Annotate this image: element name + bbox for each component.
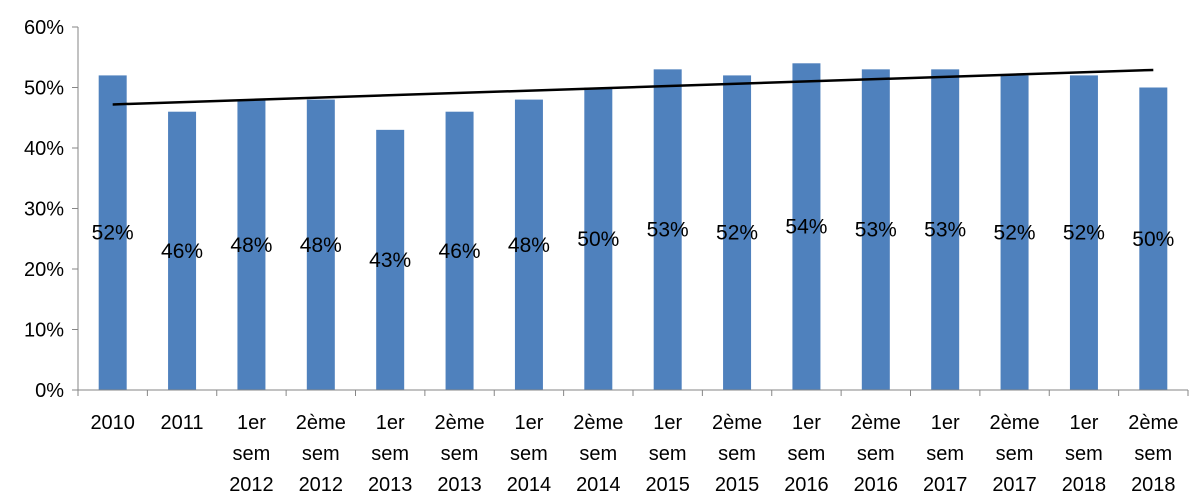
x-tick-label: 2ème sem 2014 <box>573 412 623 496</box>
x-tick-label: 1er sem 2012 <box>229 412 274 496</box>
x-tick-label: 1er sem 2016 <box>784 412 829 496</box>
x-tick-label: 1er sem 2018 <box>1062 412 1107 496</box>
data-label: 54% <box>785 216 827 239</box>
x-tick-label: 2ème sem 2016 <box>851 412 901 496</box>
bar <box>445 111 474 390</box>
x-tick-label: 1er sem 2013 <box>368 412 413 496</box>
bar <box>237 99 266 390</box>
y-tick-label: 10% <box>24 320 64 342</box>
bar <box>723 75 752 391</box>
y-axis: 0% 10% 20% 30% 40% 50% 60% <box>24 17 79 402</box>
x-tick-label: 2011 <box>161 412 204 434</box>
x-tick-label: 1er sem 2014 <box>507 412 552 496</box>
y-tick-label: 20% <box>24 259 64 281</box>
x-tick-label: 2ème sem 2012 <box>296 412 346 496</box>
data-label: 52% <box>92 222 134 245</box>
x-tick-label: 2ème sem 2013 <box>435 412 485 496</box>
data-label: 46% <box>439 240 481 263</box>
y-tick-label: 0% <box>35 380 64 402</box>
y-tick-label: 30% <box>24 199 64 221</box>
y-tick-label: 40% <box>24 138 64 160</box>
data-label: 50% <box>1132 228 1174 251</box>
bar <box>861 69 890 390</box>
bar <box>584 87 613 390</box>
y-tick-label: 60% <box>24 17 64 39</box>
x-tick-label: 1er sem 2015 <box>645 412 690 496</box>
bar <box>306 99 335 390</box>
bar <box>792 63 821 391</box>
data-label: 53% <box>924 219 966 242</box>
data-label: 52% <box>994 222 1036 245</box>
data-label: 46% <box>161 240 203 263</box>
x-tick-label: 2010 <box>90 412 135 434</box>
bars <box>98 63 1168 391</box>
bar <box>653 69 682 390</box>
x-tick-label: 2ème sem 2018 <box>1128 412 1178 496</box>
bar <box>98 75 127 391</box>
data-label: 52% <box>716 222 758 245</box>
trendline <box>112 68 1154 106</box>
data-label: 52% <box>1063 222 1105 245</box>
data-label: 53% <box>855 219 897 242</box>
data-label: 48% <box>300 234 342 257</box>
data-labels: 52% 46% 48% 48% 43% 46% 48% 50% 53% 52% 54% 53% 53% 5… <box>92 216 1175 272</box>
bar <box>514 99 543 390</box>
data-label: 48% <box>508 234 550 257</box>
x-tick-label: 2ème sem 2015 <box>712 412 762 496</box>
bar <box>168 111 197 390</box>
x-tick-label: 1er sem 2017 <box>923 412 968 496</box>
bar <box>376 129 405 390</box>
y-tick-label: 50% <box>24 78 64 100</box>
data-label: 53% <box>647 219 689 242</box>
trendline <box>112 68 1154 106</box>
x-axis: 2010 2011 1er sem 2012 2ème sem 2012 1er sem 2013 2… <box>77 389 1189 496</box>
x-tick-label: 2ème sem 2017 <box>990 412 1040 496</box>
bar <box>1000 75 1029 391</box>
data-label: 50% <box>577 228 619 251</box>
bar <box>1139 87 1168 390</box>
data-label: 43% <box>369 249 411 272</box>
bar <box>931 69 960 390</box>
data-label: 48% <box>230 234 272 257</box>
bar <box>1069 75 1098 391</box>
